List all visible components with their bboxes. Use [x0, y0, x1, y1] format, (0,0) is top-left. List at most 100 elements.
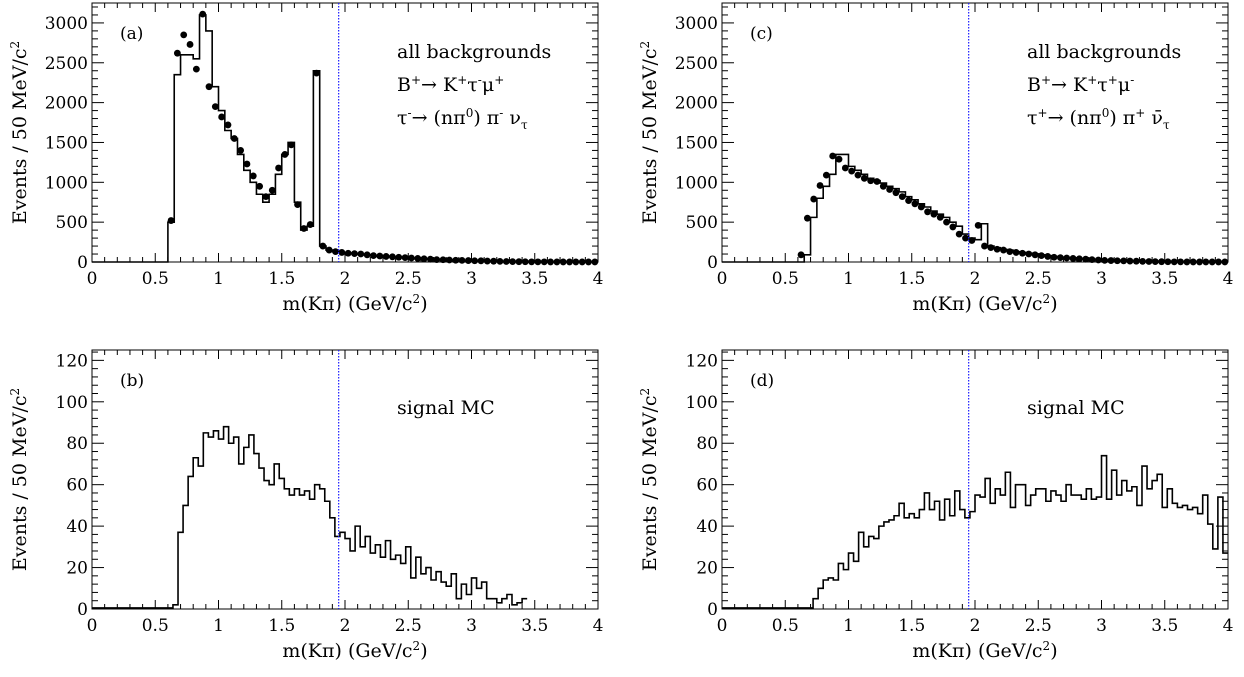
data-point	[445, 256, 453, 264]
y-tick-label: 100	[56, 393, 88, 413]
x-tick-label: 4	[593, 269, 604, 289]
x-tick-label: 0.5	[142, 269, 169, 289]
data-point	[892, 189, 900, 197]
data-point	[408, 254, 415, 262]
y-axis-title: Events / 50 MeV/c2	[8, 388, 31, 571]
x-tick-label: 1.5	[898, 616, 925, 636]
x-tick-label: 2.5	[395, 616, 422, 636]
y-tick-label: 100	[686, 393, 718, 413]
data-point	[1202, 258, 1210, 266]
y-axis-title: Events / 50 MeV/c2	[638, 41, 661, 224]
x-tick-label: 0	[717, 616, 728, 636]
x-tick-label: 4	[1223, 269, 1234, 289]
data-point	[886, 186, 894, 193]
x-tick-label: 2	[340, 269, 351, 289]
data-point	[803, 214, 811, 222]
data-point	[534, 258, 542, 266]
data-point	[218, 113, 226, 121]
y-tick-label: 40	[66, 517, 88, 537]
panel-label: (b)	[120, 371, 144, 391]
data-point	[1215, 258, 1222, 266]
data-point	[949, 223, 957, 231]
data-point	[905, 197, 912, 205]
x-tick-label: 3	[466, 616, 477, 636]
y-tick-label: 1000	[675, 173, 718, 193]
y-tick-label: 0	[707, 600, 718, 620]
data-point	[243, 160, 251, 168]
y-tick-label: 3000	[45, 14, 88, 34]
x-tick-label: 3	[466, 269, 477, 289]
data-point	[1082, 255, 1090, 263]
data-point	[452, 256, 460, 264]
data-point	[1094, 256, 1102, 264]
x-tick-label: 3	[1096, 269, 1107, 289]
annotation-text: all backgrounds	[397, 41, 551, 63]
data-point	[1145, 258, 1153, 265]
x-tick-label: 2	[340, 616, 351, 636]
data-point	[1101, 257, 1109, 264]
data-point	[1151, 258, 1159, 266]
y-tick-label: 40	[696, 517, 718, 537]
data-point	[962, 234, 969, 242]
data-point	[1006, 248, 1014, 256]
data-point	[268, 186, 276, 194]
data-point	[521, 258, 529, 266]
y-tick-label: 0	[707, 253, 718, 273]
data-point	[1221, 258, 1229, 266]
data-point	[955, 230, 963, 238]
data-point	[566, 258, 573, 266]
y-tick-label: 500	[56, 213, 88, 233]
data-point	[325, 246, 333, 254]
annotation-text: signal MC	[397, 397, 495, 419]
data-point	[816, 182, 824, 189]
x-tick-label: 3.5	[521, 616, 548, 636]
data-point	[509, 258, 517, 266]
x-tick-label: 1	[213, 269, 224, 289]
data-point	[300, 225, 308, 232]
data-point	[464, 257, 472, 264]
data-point	[810, 195, 818, 203]
data-point	[553, 258, 561, 266]
data-point	[841, 164, 849, 172]
data-point	[1075, 255, 1083, 263]
data-point	[382, 253, 390, 260]
y-tick-label: 80	[696, 434, 718, 454]
y-tick-label: 2500	[675, 54, 718, 74]
data-point	[370, 252, 377, 260]
data-point	[502, 258, 510, 265]
annotation-text: signal MC	[1027, 397, 1125, 419]
y-axis-title: Events / 50 MeV/c2	[8, 41, 31, 224]
data-point	[1019, 249, 1026, 257]
x-tick-label: 1.5	[268, 269, 295, 289]
data-point	[363, 251, 371, 259]
data-point	[1107, 257, 1115, 264]
y-tick-label: 60	[66, 476, 88, 496]
y-tick-label: 1000	[45, 173, 88, 193]
y-tick-label: 2500	[45, 54, 88, 74]
x-tick-label: 0	[87, 616, 98, 636]
data-point	[917, 203, 925, 211]
data-point	[287, 141, 295, 149]
data-point	[835, 155, 843, 163]
y-tick-label: 2000	[45, 94, 88, 114]
y-tick-label: 20	[66, 559, 88, 579]
data-point	[477, 257, 485, 265]
data-point	[344, 249, 352, 257]
data-point	[924, 208, 931, 216]
data-point	[1025, 250, 1033, 258]
histogram-line	[722, 153, 1228, 263]
data-point	[351, 250, 358, 258]
y-tick-label: 500	[686, 213, 718, 233]
data-point	[1038, 252, 1045, 260]
data-point	[420, 255, 428, 263]
data-point	[1031, 251, 1039, 259]
data-point	[854, 171, 862, 179]
data-point	[496, 257, 504, 265]
x-tick-label: 2.5	[395, 269, 422, 289]
x-tick-label: 0	[87, 269, 98, 289]
data-point	[1120, 257, 1128, 265]
panel-label: (c)	[750, 24, 773, 44]
data-point	[1050, 253, 1058, 261]
